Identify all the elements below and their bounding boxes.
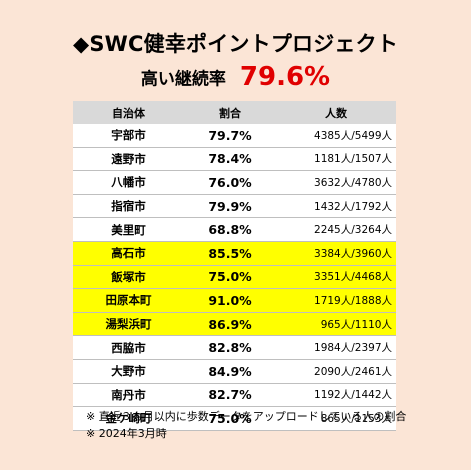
table-row: 飯塚市 75.0% 3351人/4468人: [73, 265, 396, 290]
city-cell: 金ケ崎町: [73, 406, 184, 431]
table-row: 田原本町 91.0% 1719人/1888人: [73, 288, 396, 313]
overall-rate: 79.6%: [239, 62, 331, 92]
people-cell: 4385人/5499人: [276, 124, 396, 148]
table-row: 西脇市 82.8% 1984人/2397人: [73, 335, 396, 360]
column-header-people: 人数: [276, 101, 396, 124]
city-cell: 高石市: [73, 241, 184, 266]
retention-table: 自治体 割合 人数 宇部市 79.7% 4385人/5499人 遠野市 78.4% 118…: [73, 101, 396, 431]
city-cell: 宇部市: [73, 124, 184, 148]
people-cell: 3632人/4780人: [276, 170, 396, 195]
rate-cell: 79.7%: [184, 124, 276, 148]
people-cell: 1984人/2397人: [276, 335, 396, 360]
table-row: 八幡市 76.0% 3632人/4780人: [73, 170, 396, 195]
city-cell: 飯塚市: [73, 265, 184, 290]
rate-cell: 68.8%: [184, 217, 276, 242]
people-cell: 965人/1110人: [276, 312, 396, 337]
table-row: 美里町 68.8% 2245人/3264人: [73, 217, 396, 242]
table-row: 高石市 85.5% 3384人/3960人: [73, 241, 396, 266]
subtitle: 高い継続率 79.6%: [0, 62, 471, 92]
rate-cell: 76.0%: [184, 170, 276, 195]
table-row: 金ケ崎町 75.0% 865人/1153人: [73, 406, 396, 431]
rate-cell: 85.5%: [184, 241, 276, 266]
table-row: 宇部市 79.7% 4385人/5499人: [73, 124, 396, 148]
table-header-row: 自治体 割合 人数: [73, 101, 396, 124]
people-cell: 1192人/1442人: [276, 383, 396, 408]
city-cell: 八幡市: [73, 170, 184, 195]
rate-cell: 84.9%: [184, 359, 276, 384]
rate-cell: 82.7%: [184, 383, 276, 408]
footnotes: ※ 直近３カ月以内に歩数データをアップロードしている人の割合 ※ 2024年3月…: [86, 408, 406, 442]
table-row: 遠野市 78.4% 1181人/1507人: [73, 147, 396, 172]
rate-cell: 79.9%: [184, 194, 276, 219]
people-cell: 1432人/1792人: [276, 194, 396, 219]
rate-cell: 91.0%: [184, 288, 276, 313]
table-row: 指宿市 79.9% 1432人/1792人: [73, 194, 396, 219]
table-row: 大野市 84.9% 2090人/2461人: [73, 359, 396, 384]
people-cell: 865人/1153人: [276, 406, 396, 431]
city-cell: 田原本町: [73, 288, 184, 313]
city-cell: 遠野市: [73, 147, 184, 172]
column-header-city: 自治体: [73, 101, 184, 124]
city-cell: 湯梨浜町: [73, 312, 184, 337]
people-cell: 3384人/3960人: [276, 241, 396, 266]
rate-cell: 86.9%: [184, 312, 276, 337]
footnote: ※ 2024年3月時: [86, 427, 167, 440]
rate-cell: 75.0%: [184, 406, 276, 431]
rate-cell: 75.0%: [184, 265, 276, 290]
people-cell: 3351人/4468人: [276, 265, 396, 290]
people-cell: 1181人/1507人: [276, 147, 396, 172]
rate-cell: 78.4%: [184, 147, 276, 172]
people-cell: 1719人/1888人: [276, 288, 396, 313]
footnote: ※ 直近３カ月以内に歩数データをアップロードしている人の割合: [86, 410, 407, 423]
city-cell: 大野市: [73, 359, 184, 384]
city-cell: 南丹市: [73, 383, 184, 408]
table-row: 南丹市 82.7% 1192人/1442人: [73, 383, 396, 408]
people-cell: 2090人/2461人: [276, 359, 396, 384]
table-body: 宇部市 79.7% 4385人/5499人 遠野市 78.4% 1181人/1507人 八幡…: [73, 124, 396, 431]
column-header-rate: 割合: [184, 101, 276, 124]
table-row: 湯梨浜町 86.9% 965人/1110人: [73, 312, 396, 337]
city-cell: 西脇市: [73, 335, 184, 360]
rate-cell: 82.8%: [184, 335, 276, 360]
subtitle-label: 高い継続率: [140, 69, 226, 90]
city-cell: 美里町: [73, 217, 184, 242]
page-title: ◆SWC健幸ポイントプロジェクト: [72, 32, 399, 56]
people-cell: 2245人/3264人: [276, 217, 396, 242]
city-cell: 指宿市: [73, 194, 184, 219]
